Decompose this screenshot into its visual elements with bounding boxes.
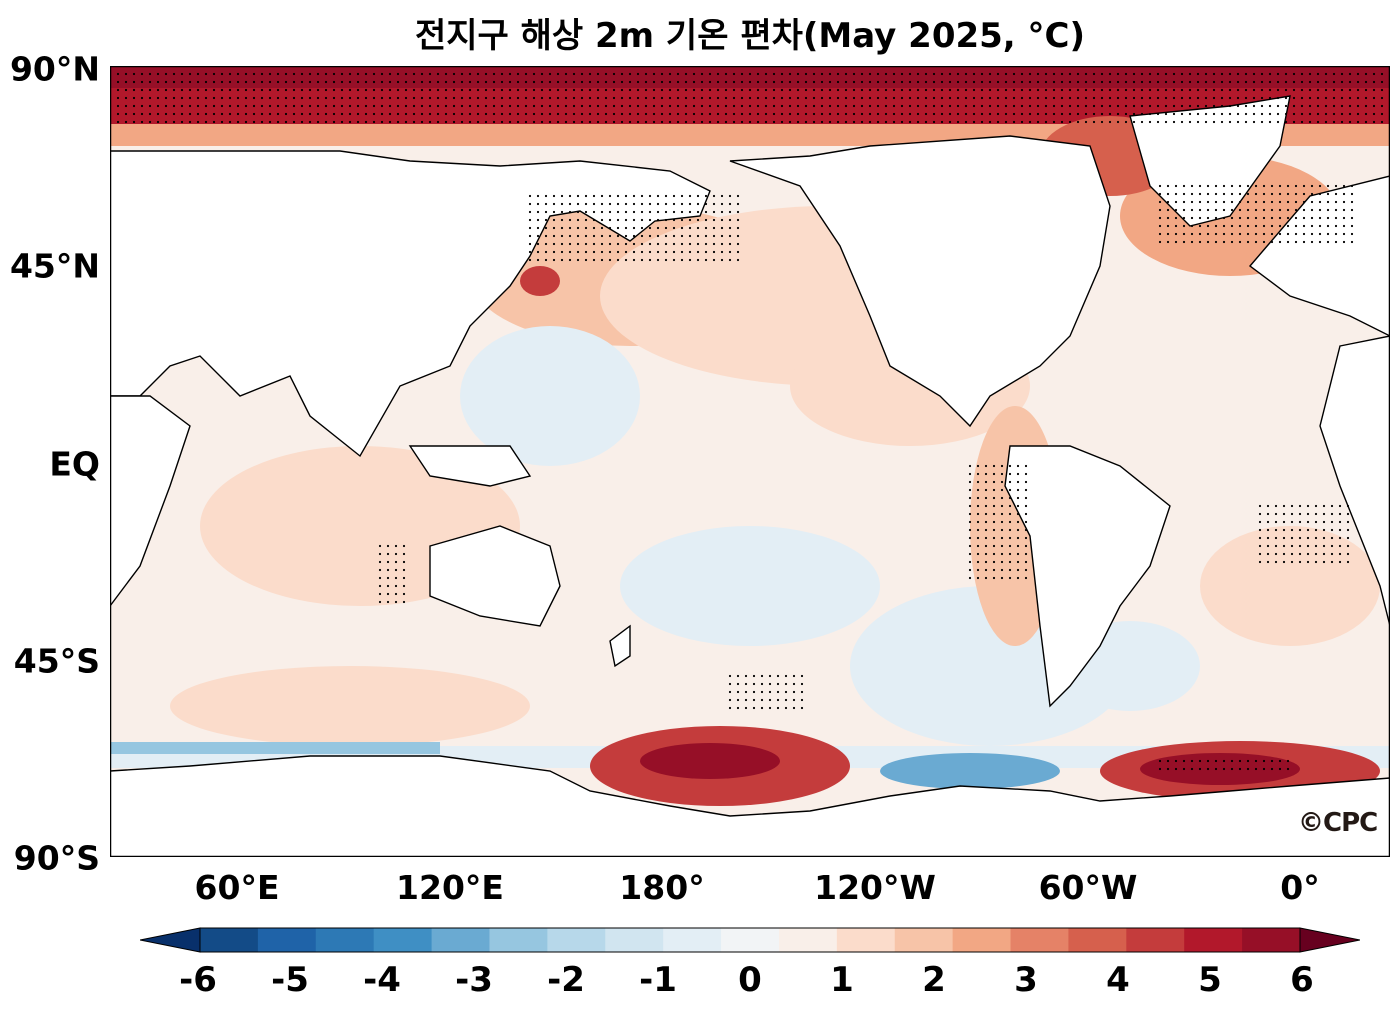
lat-label-90s: 90°S (13, 838, 100, 878)
colorbar-tick-4: 4 (1106, 960, 1130, 1000)
stipple-n-atlantic (1158, 184, 1354, 244)
colorbar (140, 927, 1360, 953)
colorbar-tick-5: 5 (1198, 960, 1222, 1000)
lon-label-120e: 120°E (396, 868, 504, 907)
west-pacific-cool (460, 326, 640, 466)
africa-west-land (1319, 335, 1390, 627)
colorbar-tick--2: -2 (547, 960, 585, 1000)
colorbar-box (200, 928, 259, 952)
colorbar-box (1242, 928, 1301, 952)
colorbar-tick-6: 6 (1290, 960, 1314, 1000)
antarctica-land (110, 755, 1390, 857)
south-pacific-cool (620, 526, 880, 646)
colorbar-box (894, 928, 954, 952)
indonesia-land (408, 445, 532, 487)
lon-label-60w: 60°W (1038, 868, 1138, 907)
colorbar-tick-2: 2 (922, 960, 946, 1000)
stipple-nw-pacific (528, 194, 740, 262)
colorbar-tick--6: -6 (179, 960, 217, 1000)
significance-stippling (110, 72, 1384, 771)
colorbar-box (257, 928, 317, 952)
colorbar-box (952, 928, 1012, 952)
colorbar-box (1184, 928, 1243, 952)
lon-label-0: 0° (1280, 868, 1320, 907)
lat-label-45n: 45°N (9, 246, 100, 286)
lat-label-90n: 90°N (9, 49, 100, 89)
colorbar-tick--5: -5 (271, 960, 309, 1000)
lat-label-eq: EQ (49, 444, 100, 484)
arctic-strong-warm (110, 66, 1390, 88)
colorbar-tick--1: -1 (639, 960, 677, 1000)
land-masses (110, 95, 1390, 857)
lon-label-60e: 60°E (194, 868, 280, 907)
japan-sea-warm (520, 266, 560, 296)
colorbar-box (778, 928, 838, 952)
colorbar-box (489, 928, 548, 952)
anomaly-map (110, 66, 1390, 857)
colorbar-box (315, 928, 375, 952)
colorbar-extend-low (140, 927, 201, 953)
lat-label-45s: 45°S (13, 641, 100, 681)
map-title: 전지구 해상 2m 기온 편차(May 2025, °C) (414, 16, 1086, 56)
stipple-s-atlantic (1258, 504, 1350, 564)
greenland-land (1129, 95, 1291, 227)
colorbar-box (1126, 928, 1185, 952)
colorbar-extend-high (1299, 927, 1360, 953)
weddell-strong (1140, 753, 1300, 785)
lon-label-120w: 120°W (814, 868, 936, 907)
new-zealand-land (609, 624, 631, 668)
europe-land (1248, 175, 1390, 337)
colorbar-box (1068, 928, 1127, 952)
colorbar-box (373, 928, 433, 952)
south-america-land (1004, 445, 1171, 708)
stipple-peru (968, 464, 1028, 580)
cpc-credit-logo: ©CPC (1298, 808, 1378, 838)
ross-sea-strong (640, 743, 780, 779)
stipple-weddell (1158, 759, 1290, 771)
colorbar-tick--4: -4 (363, 960, 401, 1000)
colorbar-box (721, 928, 780, 952)
colorbar-box (605, 928, 664, 952)
eurasia-land (110, 150, 711, 458)
colorbar-box (431, 928, 490, 952)
colorbar-tick--3: -3 (455, 960, 493, 1000)
stipple-indian (378, 544, 406, 604)
north-america-land (729, 135, 1111, 428)
australia-land (429, 525, 561, 627)
amundsen-cool (880, 753, 1060, 789)
south-atlantic-warm (1200, 526, 1380, 646)
stipple-s-pacific (728, 674, 804, 710)
colorbar-box (663, 928, 722, 952)
lon-label-180: 180° (619, 868, 705, 907)
africa-land (110, 395, 191, 608)
colorbar-tick-1: 1 (830, 960, 854, 1000)
colorbar-tick-0: 0 (738, 960, 762, 1000)
colorbar-box (547, 928, 606, 952)
southern-ocean-warm (170, 666, 530, 746)
colorbar-box (836, 928, 896, 952)
colorbar-box (1010, 928, 1069, 952)
antarctic-coast-cool (110, 742, 440, 754)
colorbar-tick-3: 3 (1014, 960, 1038, 1000)
stipple-arctic (110, 72, 1384, 124)
